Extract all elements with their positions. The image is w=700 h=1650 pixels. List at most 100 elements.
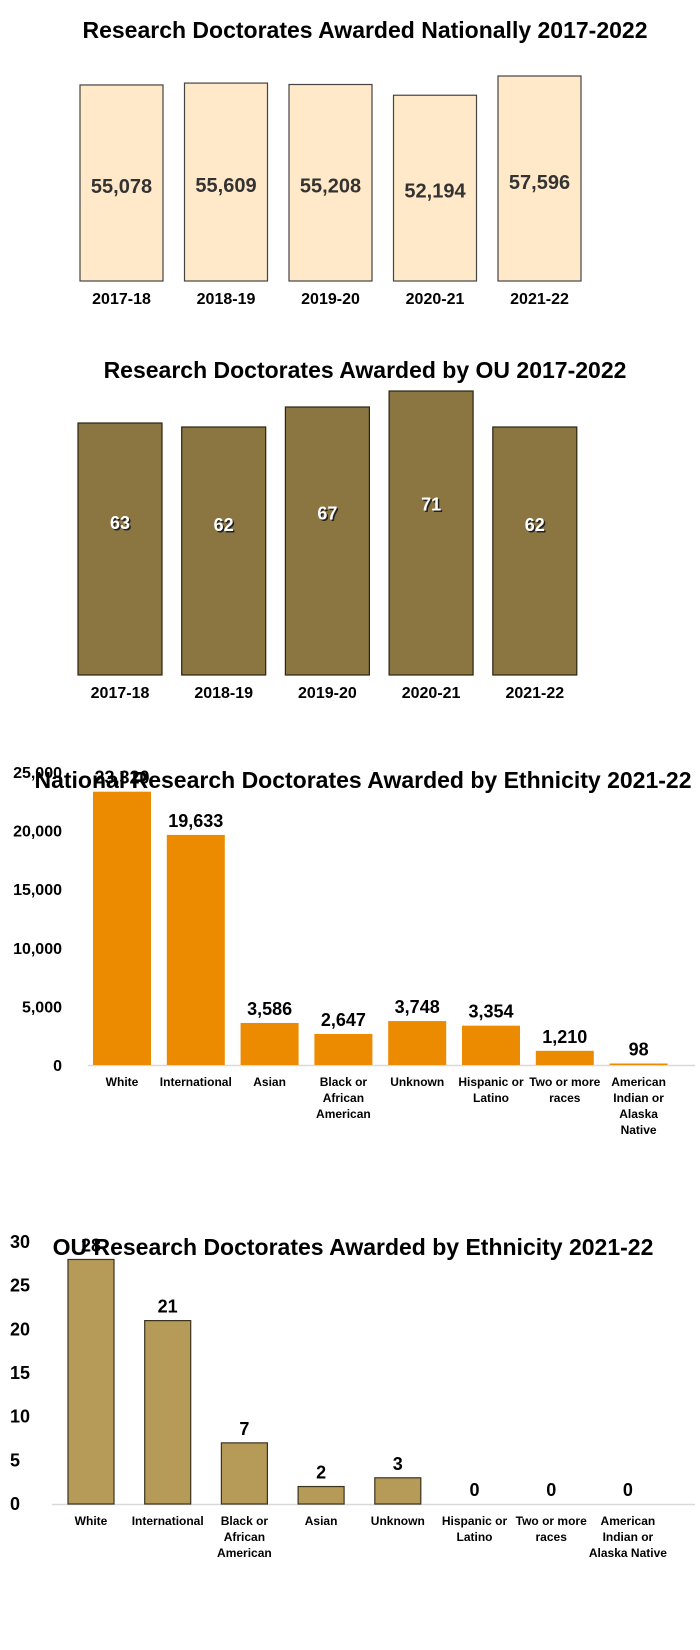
data-label: 55,609 bbox=[195, 175, 256, 197]
ou-trend-chart: Research Doctorates Awarded by OU 2017-2… bbox=[77, 357, 627, 702]
category-label: Hispanic or bbox=[458, 1075, 524, 1089]
category-label: races bbox=[549, 1091, 581, 1105]
y-tick-label: 15,000 bbox=[13, 882, 62, 899]
data-label-shadow: 71 bbox=[423, 496, 443, 516]
y-tick-label: 0 bbox=[10, 1494, 20, 1514]
data-label: 62 bbox=[214, 515, 234, 535]
data-label: 1,210 bbox=[542, 1027, 587, 1047]
data-label-shadow: 63 bbox=[111, 514, 131, 534]
category-label: Latino bbox=[457, 1530, 493, 1544]
bar bbox=[93, 791, 151, 1065]
y-tick-label: 5,000 bbox=[22, 999, 62, 1016]
bar bbox=[609, 1063, 668, 1065]
category-label: Black or bbox=[320, 1075, 368, 1089]
data-label-shadow: 62 bbox=[526, 517, 546, 537]
data-label: 71 bbox=[421, 494, 441, 514]
bar bbox=[67, 1258, 115, 1505]
bar bbox=[374, 1477, 422, 1505]
bar bbox=[462, 1025, 520, 1065]
data-label: 57,596 bbox=[509, 172, 570, 194]
bar bbox=[492, 426, 578, 676]
chart-title: Research Doctorates Awarded Nationally 2… bbox=[82, 17, 647, 43]
data-label: 21 bbox=[158, 1297, 178, 1317]
national-ethnicity-chart: National Research Doctorates Awarded by … bbox=[13, 765, 695, 1137]
y-tick-label: 20 bbox=[10, 1319, 30, 1339]
category-label: Alaska Native bbox=[589, 1546, 667, 1560]
data-label: 98 bbox=[629, 1040, 649, 1060]
data-label: 3,354 bbox=[468, 1002, 513, 1022]
category-label: International bbox=[132, 1514, 204, 1528]
category-label: Unknown bbox=[371, 1514, 425, 1528]
bar bbox=[497, 75, 582, 282]
data-label-shadow: 62 bbox=[215, 517, 235, 537]
national-trend-chart: Research Doctorates Awarded Nationally 2… bbox=[79, 17, 648, 308]
chart-title: Research Doctorates Awarded by OU 2017-2… bbox=[104, 357, 627, 383]
category-label: 2018-19 bbox=[194, 685, 253, 702]
data-label: 2,647 bbox=[321, 1010, 366, 1030]
category-label: Asian bbox=[305, 1514, 338, 1528]
chart-title: National Research Doctorates Awarded by … bbox=[34, 767, 691, 793]
y-tick-label: 25 bbox=[10, 1276, 30, 1296]
category-label: 2017-18 bbox=[92, 291, 151, 308]
category-label: Indian or bbox=[613, 1091, 664, 1105]
data-label: 52,194 bbox=[404, 180, 466, 202]
y-tick-label: 0 bbox=[53, 1058, 62, 1075]
category-label: American bbox=[611, 1075, 666, 1089]
data-label: 67 bbox=[317, 504, 337, 524]
category-label: White bbox=[106, 1075, 139, 1089]
data-label: 0 bbox=[546, 1480, 556, 1500]
bar bbox=[288, 83, 373, 282]
bar bbox=[166, 834, 225, 1065]
category-label: American bbox=[316, 1107, 371, 1121]
y-tick-label: 10,000 bbox=[13, 941, 62, 958]
bar bbox=[392, 94, 478, 282]
bar bbox=[144, 1320, 192, 1505]
category-label: 2017-18 bbox=[91, 685, 150, 702]
category-label: 2020-21 bbox=[402, 685, 461, 702]
category-label: Asian bbox=[253, 1075, 286, 1089]
data-label: 55,078 bbox=[91, 176, 152, 198]
category-label: African bbox=[224, 1530, 265, 1544]
data-label-shadow: 67 bbox=[319, 505, 339, 525]
category-label: 2018-19 bbox=[197, 291, 256, 308]
data-label: 3,586 bbox=[247, 999, 292, 1019]
category-label: 2019-20 bbox=[298, 685, 357, 702]
bar bbox=[388, 390, 474, 676]
data-label: 28 bbox=[81, 1235, 101, 1255]
bar bbox=[77, 422, 163, 676]
bar bbox=[284, 406, 370, 676]
category-label: Black or bbox=[221, 1514, 269, 1528]
bar bbox=[240, 1022, 299, 1065]
category-label: 2021-22 bbox=[510, 291, 569, 308]
bar bbox=[314, 1033, 373, 1065]
category-label: Unknown bbox=[390, 1075, 444, 1089]
category-label: 2020-21 bbox=[406, 291, 465, 308]
bar bbox=[297, 1485, 345, 1505]
y-tick-label: 10 bbox=[10, 1407, 30, 1427]
category-label: International bbox=[160, 1075, 232, 1089]
category-label: White bbox=[75, 1514, 108, 1528]
data-label: 0 bbox=[469, 1480, 479, 1500]
data-label: 0 bbox=[623, 1480, 633, 1500]
data-label: 62 bbox=[525, 515, 545, 535]
category-label: 2021-22 bbox=[505, 685, 564, 702]
y-tick-label: 15 bbox=[10, 1363, 30, 1383]
category-label: Indian or bbox=[603, 1530, 654, 1544]
bar bbox=[220, 1442, 268, 1505]
y-tick-label: 5 bbox=[10, 1450, 20, 1470]
category-label: 2019-20 bbox=[301, 291, 360, 308]
category-label: races bbox=[536, 1530, 568, 1544]
y-tick-label: 25,000 bbox=[13, 765, 62, 782]
data-label: 3 bbox=[393, 1454, 403, 1474]
data-label: 23,320 bbox=[94, 768, 149, 788]
category-label: Native bbox=[621, 1123, 657, 1137]
category-label: Two or more bbox=[516, 1514, 587, 1528]
data-label: 63 bbox=[110, 513, 130, 533]
data-label: 55,208 bbox=[300, 176, 361, 198]
category-label: Alaska bbox=[619, 1107, 658, 1121]
category-label: American bbox=[601, 1514, 656, 1528]
data-label: 2 bbox=[316, 1463, 326, 1483]
y-tick-label: 30 bbox=[10, 1232, 30, 1252]
data-label: 3,748 bbox=[395, 997, 440, 1017]
category-label: Hispanic or bbox=[442, 1514, 508, 1528]
